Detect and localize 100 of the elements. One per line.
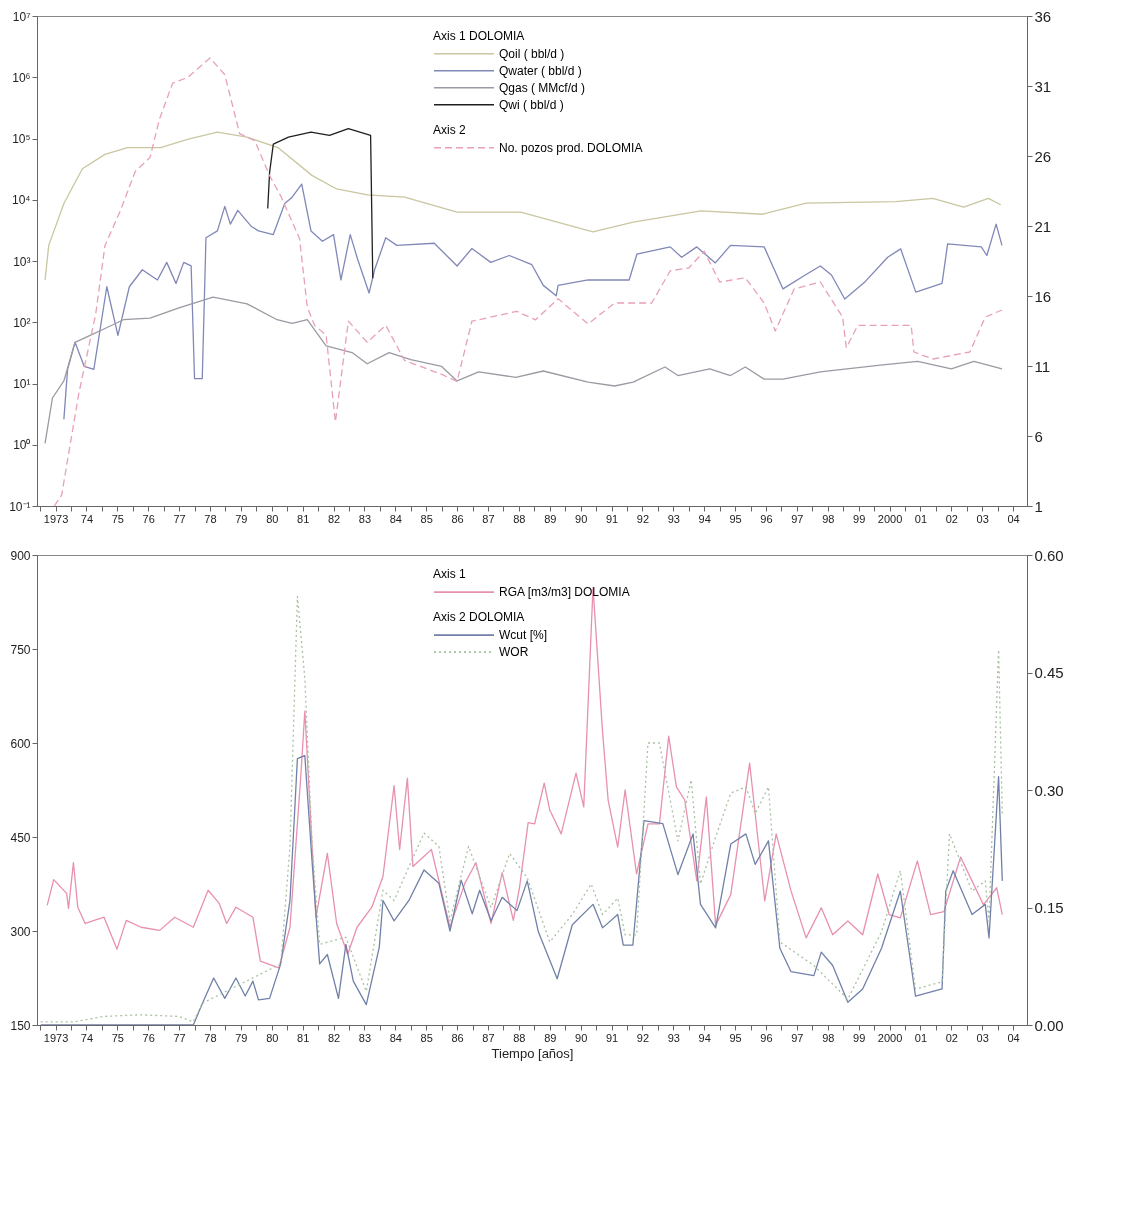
x-tick-label: 03 [976,1031,989,1044]
x-tick-label: 94 [698,1031,711,1044]
x-tick-label: 81 [297,1031,310,1044]
y-tick-label: 300 [10,924,31,939]
y2-tick-label: 16 [1034,287,1052,305]
legend-label: Qoil ( bbl/d ) [499,46,565,61]
y-tick-label: 10⁰ [13,438,31,453]
y-tick-label: 750 [10,642,31,657]
x-tick-label: 81 [297,512,310,525]
x-tick-label: 82 [327,512,341,525]
line-series [44,296,1003,445]
x-tick-label: 91 [605,512,619,525]
legend-label: Qwi ( bbl/d ) [499,97,564,112]
x-tick-label: 90 [575,512,588,525]
x-tick-label: 02 [945,1031,958,1044]
x-tick-label: 92 [636,1031,650,1044]
x-tick-label: 83 [358,1031,372,1044]
x-tick-label: 85 [420,1031,433,1044]
y-tick-label: 10³ [13,254,31,269]
y2-tick-label: 0.00 [1034,1016,1064,1034]
y2-tick-label: 26 [1034,147,1052,165]
x-tick-label: 01 [914,512,928,525]
x-tick-label: 84 [389,512,402,525]
y2-tick-label: 36 [1034,7,1052,25]
y-tick-label: 10¹ [13,377,31,391]
y2-tick-label: 6 [1034,427,1043,445]
legend-label: Qwater ( bbl/d ) [499,63,582,78]
y2-tick-label: 21 [1034,217,1052,235]
x-tick-label: 97 [791,512,804,525]
x-tick-label: 93 [667,1031,680,1044]
x-tick-label: 99 [853,512,866,525]
y-tick-label: 10² [13,315,31,330]
y-tick-label: 10⁻¹ [9,499,31,514]
y-tick-label: 10⁴ [11,193,31,208]
annotation: Axis 2 DOLOMIA [433,610,525,625]
x-tick-label: 04 [1007,512,1020,525]
x-tick-label: 87 [482,1031,495,1044]
x-tick-label: 86 [451,1031,464,1044]
x-tick-label: 91 [605,1031,619,1044]
annotation: Axis 2 [433,122,466,137]
x-tick-label: 77 [173,512,186,525]
x-tick-label: 85 [420,512,433,525]
x-tick-label: 86 [451,512,464,525]
x-tick-label: 89 [544,512,557,525]
x-tick-label: 99 [853,1031,866,1044]
x-tick-label: 82 [327,1031,341,1044]
x-axis-title: Tiempo [años] [491,1045,574,1061]
x-tick-label: 84 [389,1031,402,1044]
x-tick-label: 74 [80,1031,94,1044]
x-tick-label: 02 [945,512,958,525]
y2-tick-label: 0.15 [1034,899,1064,916]
x-tick-label: 2000 [877,512,903,525]
x-tick-label: 78 [204,1031,217,1044]
x-tick-label: 74 [80,512,94,525]
y-tick-label: 450 [10,830,31,845]
legend-label: Qgas ( MMcf/d ) [499,80,586,95]
x-tick-label: 93 [667,512,680,525]
x-tick-label: 95 [729,512,742,525]
x-tick-label: 98 [822,1031,835,1044]
x-tick-label: 80 [266,1031,279,1044]
x-tick-label: 75 [111,512,124,525]
x-tick-label: 92 [636,512,650,525]
legend-label: RGA [m3/m3] DOLOMIA [499,585,630,600]
x-tick-label: 1973 [43,1031,69,1044]
x-tick-label: 75 [111,1031,124,1044]
x-tick-label: 79 [235,1031,248,1044]
x-tick-label: 01 [914,1031,928,1044]
line-series [40,754,1003,1025]
x-tick-label: 76 [142,1031,155,1044]
y-tick-label: 10⁵ [12,132,31,146]
x-tick-label: 96 [760,1031,773,1044]
x-tick-label: 77 [173,1031,186,1044]
y-tick-label: 600 [10,736,31,751]
y2-tick-label: 0.30 [1034,781,1064,799]
legend-label: WOR [499,645,529,660]
x-tick-label: 98 [822,512,835,525]
legend-label: Wcut [%] [499,628,548,643]
x-tick-label: 03 [976,512,989,525]
x-tick-label: 2000 [877,1031,903,1044]
y2-tick-label: 0.60 [1034,546,1064,564]
legend-label: No. pozos prod. DOLOMIA [499,140,643,155]
y2-tick-label: 0.45 [1034,664,1064,681]
x-tick-label: 88 [513,512,526,525]
x-tick-label: 96 [760,512,773,525]
x-tick-label: 04 [1007,1031,1020,1044]
x-tick-label: 89 [544,1031,557,1044]
x-tick-label: 94 [698,512,711,525]
y2-tick-label: 1 [1034,497,1043,515]
line-series [267,127,374,279]
x-tick-label: 1973 [43,512,69,525]
x-tick-label: 78 [204,512,217,525]
y-tick-label: 10⁷ [12,9,31,24]
x-tick-label: 90 [575,1031,588,1044]
x-tick-label: 95 [729,1031,742,1044]
x-tick-label: 88 [513,1031,526,1044]
x-tick-label: 97 [791,1031,804,1044]
annotation: Axis 1 [433,567,466,582]
x-tick-label: 76 [142,512,155,525]
x-tick-label: 83 [358,512,372,525]
line-series [63,183,1003,420]
